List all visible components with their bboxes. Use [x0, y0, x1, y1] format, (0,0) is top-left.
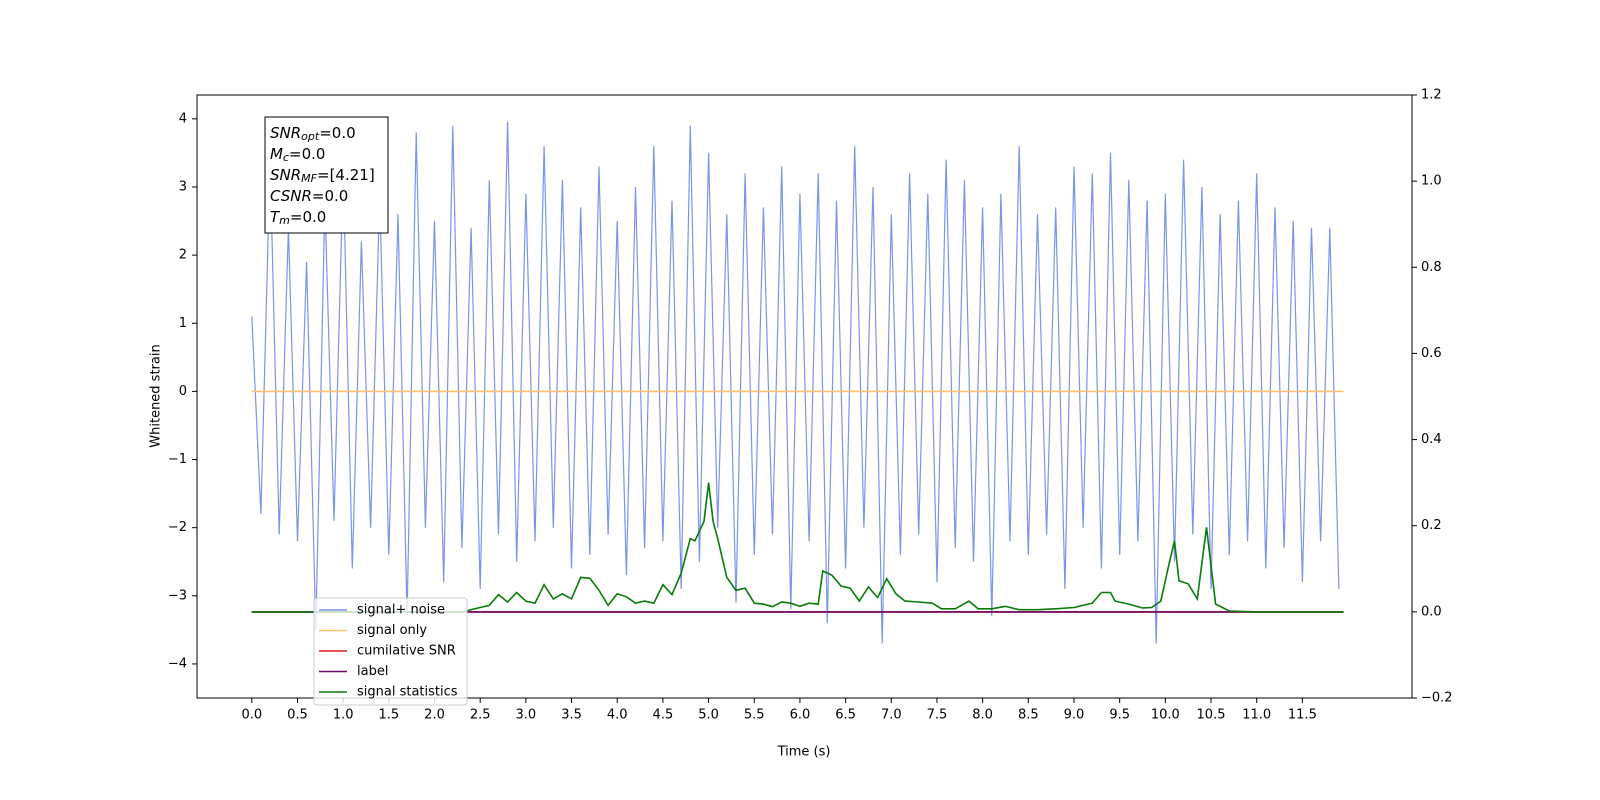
- annotation-box: SNRopt=0.0Mc=0.0SNRMF=[4.21]CSNR=0.0Tm=0…: [264, 116, 389, 234]
- y-tick-label: −3: [168, 588, 187, 603]
- x-tick-label: 7.0: [881, 708, 902, 723]
- x-tick-label: 3.5: [561, 708, 582, 723]
- x-axis-label: Time (s): [777, 745, 831, 760]
- y-tick-label: 4: [179, 111, 187, 126]
- legend: signal+ noise signal only cumilative SNR la…: [313, 597, 468, 706]
- legend-label: label: [357, 664, 388, 679]
- plot-frame: [196, 94, 1413, 699]
- y2-tick-label: 0.4: [1421, 432, 1442, 447]
- annotation-subscript: m: [279, 214, 290, 227]
- y-tick-label: −2: [168, 520, 187, 535]
- annotation-value: =[4.21]: [317, 166, 375, 184]
- annotation-subscript: c: [283, 151, 289, 164]
- annotation-line: SNRopt=0.0: [270, 124, 356, 144]
- annotation-line: Mc=0.0: [270, 145, 325, 165]
- annotation-line: SNRMF=[4.21]: [270, 166, 375, 186]
- y-tick-label: 0: [179, 384, 187, 399]
- y-tick-label: −4: [168, 656, 187, 671]
- x-tick-label: 3.0: [516, 708, 537, 723]
- series-line: [251, 121, 1340, 644]
- x-tick-label: 1.0: [333, 708, 354, 723]
- x-tick-label: 4.0: [607, 708, 628, 723]
- x-tick-label: 0.0: [241, 708, 262, 723]
- x-tick-label: 1.5: [378, 708, 399, 723]
- annotation-symbol: M: [270, 145, 283, 163]
- y-tick-label: 3: [179, 179, 187, 194]
- y-axis-label: Whitened strain: [149, 344, 164, 447]
- y-tick-label: −1: [168, 452, 187, 467]
- annotation-symbol: SNR: [270, 124, 301, 142]
- legend-label: signal+ noise: [357, 603, 445, 618]
- annotation-frame: [264, 116, 389, 234]
- legend-label: signal statistics: [357, 685, 458, 700]
- annotation-value: =0.0: [290, 208, 326, 226]
- annotation-value: =0.0: [312, 187, 348, 205]
- x-tick-label: 6.5: [835, 708, 856, 723]
- x-tick-label: 4.5: [653, 708, 674, 723]
- annotation-line: CSNR=0.0: [270, 187, 348, 205]
- series-line: [251, 482, 1344, 613]
- y2-tick-label: −0.2: [1421, 691, 1453, 706]
- y-tick-label: 2: [179, 248, 187, 263]
- x-tick-label: 8.5: [1018, 708, 1039, 723]
- annotation-symbol: T: [270, 208, 281, 226]
- legend-label: cumilative SNR: [357, 644, 456, 659]
- y2-tick-label: 1.0: [1421, 174, 1442, 189]
- x-tick-label: 6.0: [790, 708, 811, 723]
- x-tick-label: 2.0: [424, 708, 445, 723]
- annotation-value: =0.0: [319, 124, 355, 142]
- legend-label: signal only: [357, 623, 427, 638]
- x-tick-label: 2.5: [470, 708, 491, 723]
- y2-tick-label: 0.8: [1421, 260, 1442, 275]
- x-tick-label: 8.0: [972, 708, 993, 723]
- annotation-value: =0.0: [289, 145, 325, 163]
- x-tick-label: 7.5: [927, 708, 948, 723]
- x-tick-label: 5.0: [698, 708, 719, 723]
- y2-tick-label: 0.2: [1421, 518, 1442, 533]
- x-tick-label: 10.0: [1151, 708, 1180, 723]
- legend-frame: [313, 597, 468, 706]
- annotation-line: Tm=0.0: [270, 208, 326, 228]
- y2-tick-label: 0.0: [1421, 604, 1442, 619]
- annotation-subscript: MF: [301, 172, 317, 185]
- y2-tick-label: 1.2: [1421, 88, 1442, 103]
- x-tick-label: 10.5: [1197, 708, 1226, 723]
- x-tick-label: 11.5: [1288, 708, 1317, 723]
- x-tick-label: 11.0: [1242, 708, 1271, 723]
- x-tick-label: 9.5: [1109, 708, 1130, 723]
- annotation-subscript: opt: [301, 130, 320, 143]
- annotation-symbol: SNR: [270, 166, 301, 184]
- x-tick-label: 9.0: [1064, 708, 1085, 723]
- y-tick-label: 1: [179, 316, 187, 331]
- y2-tick-label: 0.6: [1421, 346, 1442, 361]
- annotation-symbol: CSNR: [270, 187, 312, 205]
- x-tick-label: 5.5: [744, 708, 765, 723]
- x-tick-label: 0.5: [287, 708, 308, 723]
- plot-area: [251, 121, 1344, 644]
